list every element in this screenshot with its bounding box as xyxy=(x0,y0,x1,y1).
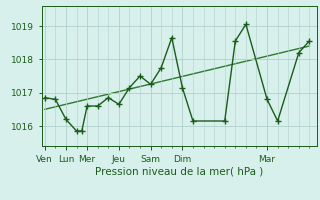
X-axis label: Pression niveau de la mer( hPa ): Pression niveau de la mer( hPa ) xyxy=(95,167,263,177)
